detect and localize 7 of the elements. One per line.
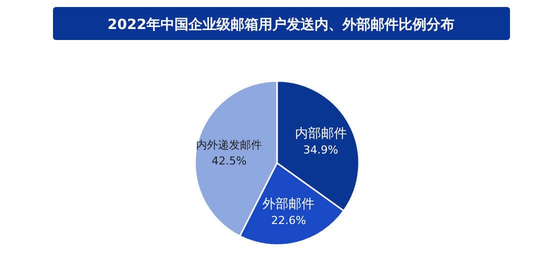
chart-title: 2022年中国企业级邮箱用户发送内、外部邮件比例分布 [108,16,454,33]
data-label: 22.6% [271,214,306,227]
slice-label: 外部邮件 [262,196,315,212]
data-label: 34.9% [303,144,338,157]
data-label: 42.5% [212,154,247,168]
slice-label: 内部邮件 [294,126,347,142]
slice-label: 内外递发邮件 [196,138,262,152]
